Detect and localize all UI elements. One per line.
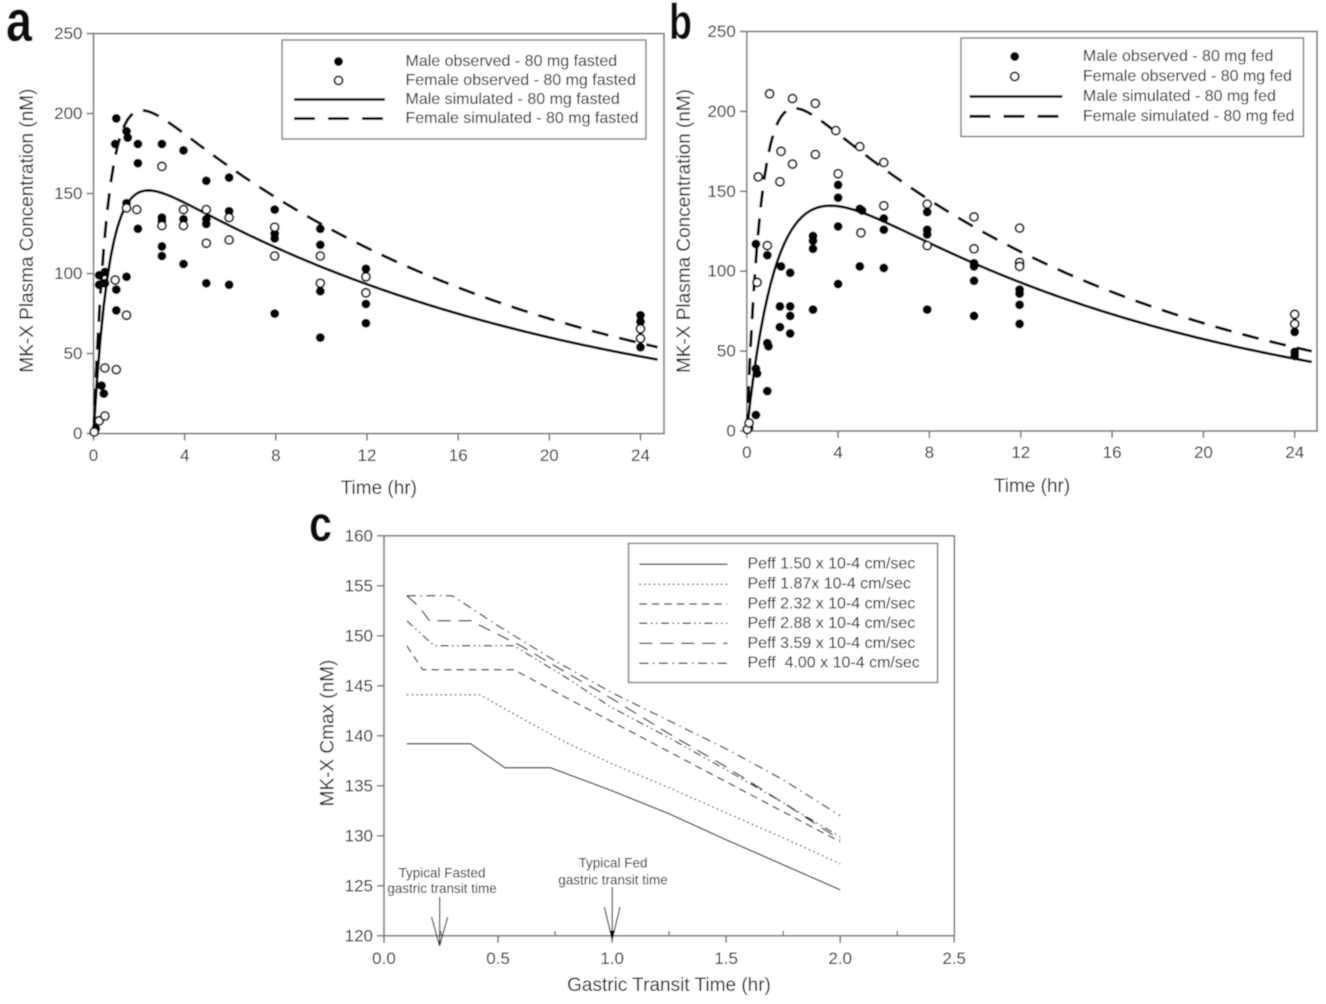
svg-text:200: 200 bbox=[54, 104, 82, 123]
svg-text:12: 12 bbox=[1011, 443, 1030, 462]
svg-text:50: 50 bbox=[64, 344, 83, 363]
svg-text:250: 250 bbox=[54, 24, 82, 43]
svg-text:MK-X Cmax (nM): MK-X Cmax (nM) bbox=[318, 660, 339, 807]
svg-text:Peff 2.32 x 10-4 cm/sec: Peff 2.32 x 10-4 cm/sec bbox=[748, 596, 916, 613]
svg-text:Time (hr): Time (hr) bbox=[341, 478, 417, 499]
svg-text:160: 160 bbox=[345, 526, 373, 545]
svg-text:0: 0 bbox=[73, 424, 82, 443]
svg-text:0: 0 bbox=[726, 422, 735, 441]
svg-text:250: 250 bbox=[707, 22, 735, 41]
svg-text:4: 4 bbox=[180, 446, 189, 465]
svg-text:Peff 1.50 x 10-4 cm/sec: Peff 1.50 x 10-4 cm/sec bbox=[748, 556, 916, 573]
svg-text:100: 100 bbox=[707, 262, 735, 281]
svg-text:Male simulated - 80 mg fasted: Male simulated - 80 mg fasted bbox=[406, 91, 620, 108]
svg-text:8: 8 bbox=[271, 446, 280, 465]
svg-text:Male simulated - 80 mg fed: Male simulated - 80 mg fed bbox=[1083, 88, 1276, 105]
svg-text:Typical Fed: Typical Fed bbox=[578, 856, 647, 871]
svg-text:0: 0 bbox=[742, 443, 751, 462]
svg-text:Female simulated - 80 mg fed: Female simulated - 80 mg fed bbox=[1083, 108, 1295, 125]
svg-text:c: c bbox=[309, 496, 332, 552]
svg-text:150: 150 bbox=[707, 182, 735, 201]
svg-text:0.5: 0.5 bbox=[486, 949, 510, 968]
svg-text:0: 0 bbox=[89, 446, 98, 465]
svg-text:1.5: 1.5 bbox=[714, 949, 738, 968]
svg-text:MK-X Plasma Concentration (nM): MK-X Plasma Concentration (nM) bbox=[17, 89, 38, 373]
svg-text:130: 130 bbox=[345, 826, 373, 845]
svg-text:8: 8 bbox=[925, 443, 934, 462]
svg-text:24: 24 bbox=[631, 446, 650, 465]
svg-text:Male observed - 80 mg fed: Male observed - 80 mg fed bbox=[1083, 48, 1273, 65]
svg-text:20: 20 bbox=[1194, 443, 1213, 462]
svg-text:155: 155 bbox=[345, 576, 373, 595]
svg-text:Time (hr): Time (hr) bbox=[994, 476, 1070, 497]
svg-text:Female observed - 80 mg fasted: Female observed - 80 mg fasted bbox=[406, 72, 636, 89]
svg-text:135: 135 bbox=[345, 776, 373, 795]
svg-text:16: 16 bbox=[449, 446, 468, 465]
svg-text:20: 20 bbox=[540, 446, 559, 465]
svg-text:140: 140 bbox=[345, 726, 373, 745]
svg-text:gastric transit time: gastric transit time bbox=[387, 881, 497, 896]
svg-text:Peff 4.00 x 10-4 cm/sec: Peff 4.00 x 10-4 cm/sec bbox=[748, 655, 920, 672]
svg-text:Typical Fasted: Typical Fasted bbox=[398, 866, 485, 881]
svg-text:1.0: 1.0 bbox=[600, 949, 624, 968]
svg-text:Peff 1.87x 10-4 cm/sec: Peff 1.87x 10-4 cm/sec bbox=[748, 576, 911, 593]
svg-text:120: 120 bbox=[345, 926, 373, 945]
svg-text:150: 150 bbox=[345, 626, 373, 645]
svg-text:MK-X Plasma Concentration (nM): MK-X Plasma Concentration (nM) bbox=[674, 89, 695, 373]
svg-text:50: 50 bbox=[717, 342, 736, 361]
svg-text:12: 12 bbox=[358, 446, 377, 465]
svg-text:4: 4 bbox=[833, 443, 842, 462]
svg-text:24: 24 bbox=[1285, 443, 1304, 462]
svg-text:Gastric Transit Time (hr): Gastric Transit Time (hr) bbox=[567, 975, 771, 996]
svg-text:b: b bbox=[669, 0, 692, 50]
svg-text:150: 150 bbox=[54, 184, 82, 203]
svg-text:Female simulated - 80 mg faste: Female simulated - 80 mg fasted bbox=[406, 110, 639, 127]
svg-text:16: 16 bbox=[1103, 443, 1122, 462]
svg-text:2.5: 2.5 bbox=[942, 949, 966, 968]
svg-text:100: 100 bbox=[54, 264, 82, 283]
svg-text:gastric transit time: gastric transit time bbox=[558, 873, 668, 888]
svg-text:Male observed - 80 mg fasted: Male observed - 80 mg fasted bbox=[406, 53, 618, 70]
svg-text:Peff 2.88 x 10-4 cm/sec: Peff 2.88 x 10-4 cm/sec bbox=[748, 615, 916, 632]
svg-text:0.0: 0.0 bbox=[372, 949, 396, 968]
svg-text:Female observed - 80 mg fed: Female observed - 80 mg fed bbox=[1083, 68, 1292, 85]
svg-text:200: 200 bbox=[707, 102, 735, 121]
svg-text:2.0: 2.0 bbox=[828, 949, 852, 968]
svg-text:125: 125 bbox=[345, 876, 373, 895]
svg-text:a: a bbox=[6, 0, 33, 54]
svg-text:145: 145 bbox=[345, 676, 373, 695]
svg-text:Peff 3.59 x 10-4 cm/sec: Peff 3.59 x 10-4 cm/sec bbox=[748, 635, 916, 652]
